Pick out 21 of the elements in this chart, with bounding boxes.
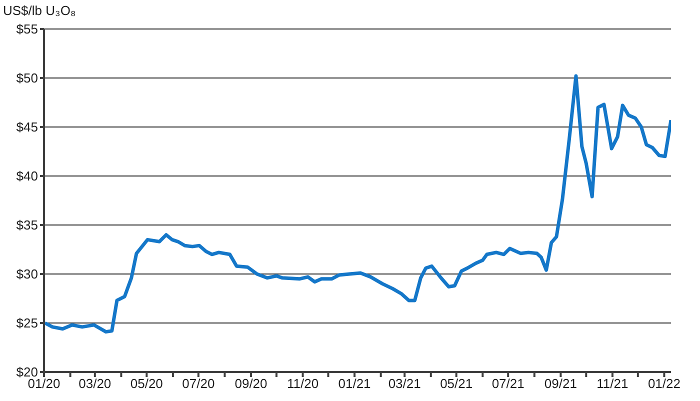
x-tick-label: 11/20 [286, 376, 319, 392]
x-tick-label: 01/22 [648, 376, 680, 392]
y-tick-label: $35 [16, 218, 38, 233]
x-tick-label: 01/21 [338, 376, 371, 392]
y-tick-label: $50 [16, 70, 38, 86]
x-tick-label: 11/21 [596, 376, 628, 392]
y-tick-label: $30 [16, 266, 38, 282]
x-tick-label: 07/21 [492, 376, 524, 392]
x-tick-label: 05/20 [130, 376, 163, 392]
y-tick-label: $55 [16, 22, 38, 37]
x-tick-label: 07/20 [182, 376, 215, 392]
x-tick-label: 05/21 [440, 376, 473, 392]
line-series [44, 74, 671, 334]
y-tick-label: $25 [16, 316, 38, 331]
x-tick-label: 09/20 [234, 376, 268, 392]
x-tick-label: 03/21 [388, 376, 421, 392]
x-tick-label: 09/21 [544, 376, 577, 392]
y-tick-label: $40 [16, 168, 38, 184]
x-tick-label: 03/20 [78, 376, 112, 392]
y-tick-label: $45 [16, 120, 38, 135]
y-axis-title: US$/lb U₃O₈ [3, 3, 76, 18]
